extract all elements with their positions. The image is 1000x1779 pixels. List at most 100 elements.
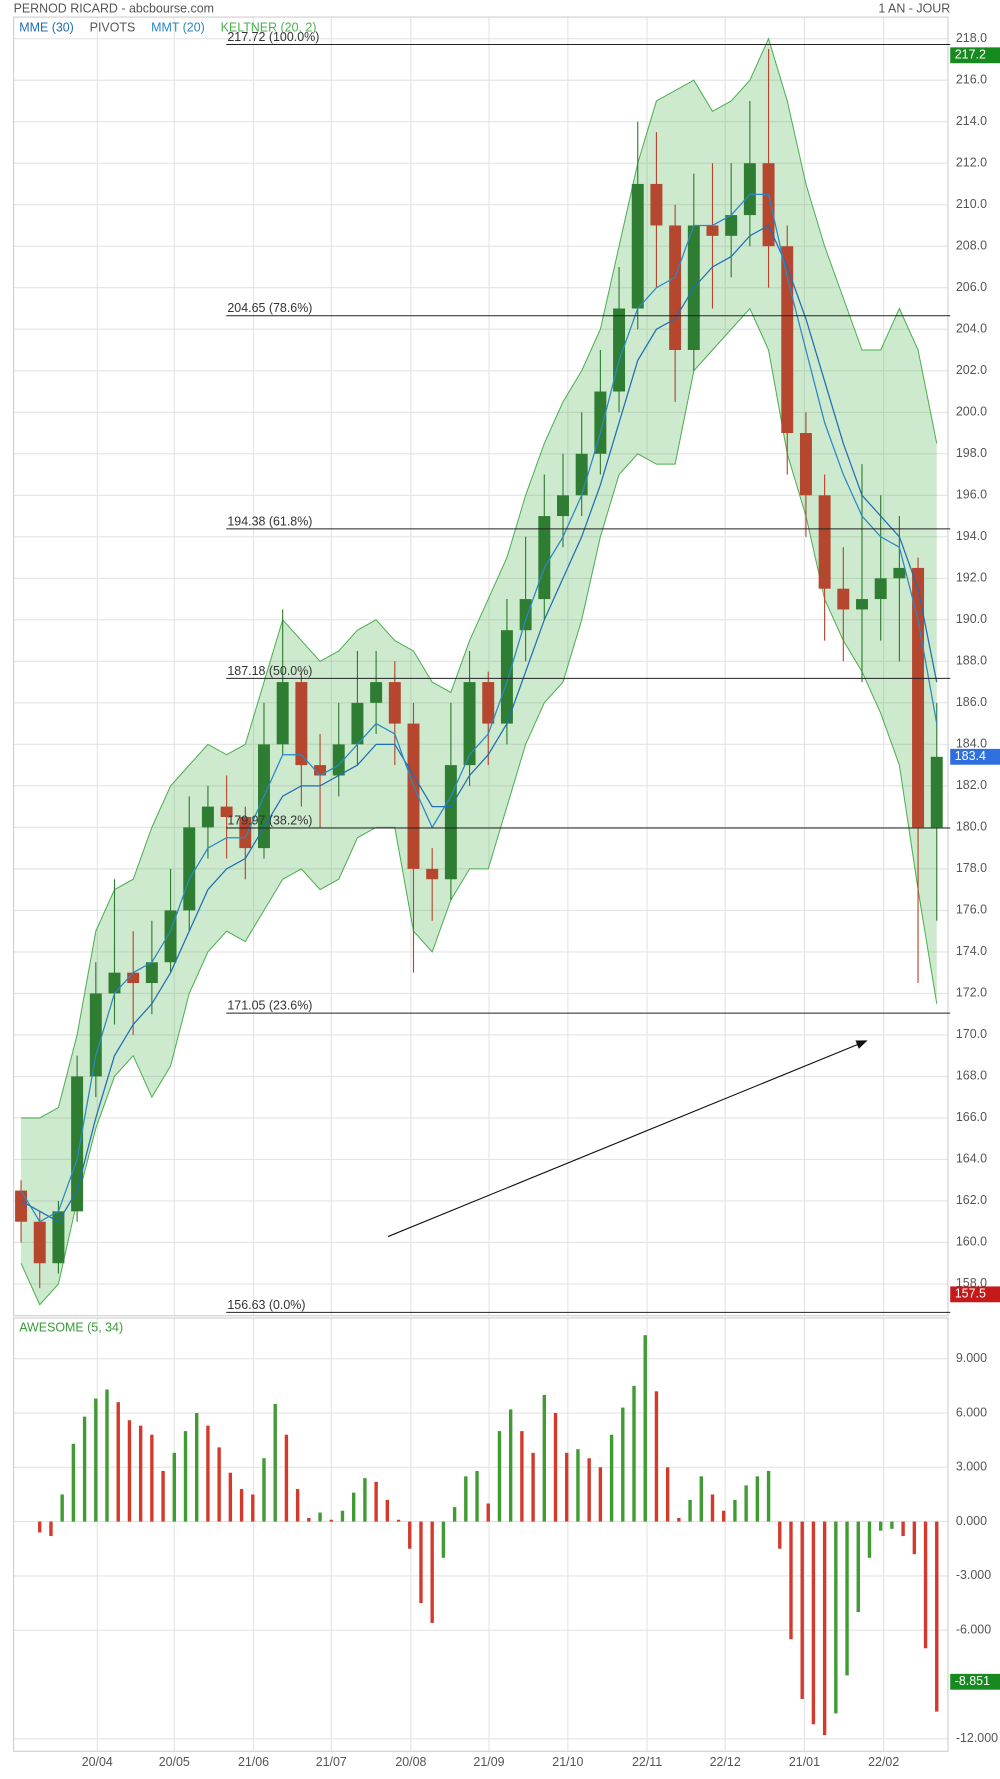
keltner-lower <box>20 307 938 1306</box>
oscillator-bar <box>576 1449 580 1522</box>
y-tick-label: 3.000 <box>956 1460 987 1474</box>
oscillator-bar <box>744 1485 748 1522</box>
moving-average <box>20 193 938 1223</box>
oscillator-bar <box>935 1521 939 1712</box>
oscillator-bar <box>497 1431 502 1522</box>
oscillator-bar <box>71 1443 76 1522</box>
oscillator-bar <box>654 1391 659 1522</box>
candle-body <box>650 183 663 226</box>
legend-entry: MME (30) <box>19 21 74 35</box>
y-tick-label: -3.000 <box>956 1568 991 1582</box>
candle-body <box>444 765 457 880</box>
oscillator-bar <box>452 1507 457 1522</box>
candle-body <box>482 682 495 724</box>
oscillator-bar <box>475 1470 479 1522</box>
candle-body <box>201 806 214 828</box>
value-badge-label: 157.5 <box>955 1287 986 1301</box>
x-tick-label: 20/04 <box>82 1755 113 1769</box>
oscillator-bar <box>733 1499 737 1522</box>
candle-body <box>108 972 121 994</box>
x-tick-label: 22/11 <box>632 1755 662 1769</box>
y-tick-label: 170.0 <box>956 1027 987 1041</box>
candle-body <box>71 1076 84 1212</box>
y-tick-label: 178.0 <box>956 861 987 875</box>
candle-body <box>781 246 794 434</box>
oscillator-bar <box>901 1521 905 1537</box>
y-tick-label: 198.0 <box>956 446 987 460</box>
candle-body <box>463 682 476 766</box>
candle-body <box>500 630 513 724</box>
y-tick-label: 174.0 <box>956 944 987 958</box>
oscillator-bar <box>217 1447 221 1522</box>
oscillator-bar <box>351 1492 356 1522</box>
candle-body <box>127 972 140 984</box>
oscillator-bar <box>195 1413 199 1522</box>
oscillator-bar <box>385 1499 390 1522</box>
oscillator-bar <box>430 1521 434 1623</box>
candle-body <box>575 453 588 496</box>
candle-body <box>594 391 607 454</box>
oscillator-bar <box>38 1521 42 1533</box>
x-tick-label: 21/06 <box>238 1755 269 1769</box>
oscillator-bar <box>621 1407 625 1522</box>
x-tick-label: 21/01 <box>789 1755 820 1769</box>
oscillator-bar <box>508 1409 513 1522</box>
candle-body <box>370 682 383 703</box>
y-tick-label: 194.0 <box>956 529 987 543</box>
oscillator-bar <box>363 1478 367 1522</box>
oscillator-bar <box>867 1521 872 1558</box>
oscillator-bar <box>49 1521 53 1537</box>
oscillator-bar <box>531 1452 535 1522</box>
pivot-label: 187.18 (50.0%) <box>227 664 312 678</box>
candle-body <box>52 1211 65 1264</box>
trend-arrow <box>387 1040 868 1238</box>
oscillator-bar <box>845 1521 849 1676</box>
oscillator-bar <box>699 1476 703 1522</box>
oscillator-bar <box>643 1335 647 1522</box>
candle-body <box>388 682 401 724</box>
oscillator-bar <box>262 1458 266 1522</box>
keltner-band <box>21 38 937 1305</box>
y-tick-label: 172.0 <box>956 986 987 1000</box>
y-tick-label: -12.000 <box>956 1731 998 1745</box>
y-tick-label: 186.0 <box>956 695 987 709</box>
oscillator-bar <box>150 1434 154 1522</box>
x-tick-label: 21/07 <box>316 1755 347 1769</box>
chart-subtitle: 1 AN - JOUR <box>878 1 950 15</box>
oscillator-bar <box>374 1481 378 1522</box>
y-tick-label: 212.0 <box>956 155 987 169</box>
oscillator-bar <box>329 1519 333 1522</box>
y-tick-label: 202.0 <box>956 363 987 377</box>
value-badge <box>950 1673 1000 1690</box>
oscillator-bar <box>912 1521 917 1555</box>
candle-body <box>351 702 364 745</box>
oscillator-bar <box>419 1521 423 1604</box>
oscillator-bar <box>116 1402 120 1522</box>
candle-body <box>15 1190 28 1222</box>
y-tick-label: -6.000 <box>956 1622 991 1636</box>
value-badge-label: -8.851 <box>955 1674 990 1688</box>
candle-body <box>762 163 775 247</box>
plot <box>15 37 943 1736</box>
oscillator-bar <box>172 1452 176 1522</box>
candle-body <box>332 744 345 776</box>
pivot-label: 156.63 (0.0%) <box>227 1298 305 1312</box>
y-tick-label: 206.0 <box>956 280 987 294</box>
oscillator-bar <box>565 1452 569 1522</box>
oscillator-bar <box>239 1489 244 1522</box>
x-tick-label: 21/09 <box>473 1755 504 1769</box>
candle-body <box>799 433 812 496</box>
y-tick-label: 184.0 <box>956 737 987 751</box>
y-tick-label: 0.000 <box>956 1514 987 1528</box>
oscillator-bar <box>408 1521 412 1549</box>
oscillator-bar <box>396 1519 401 1522</box>
oscillator-bar <box>251 1494 255 1522</box>
oscillator-bar <box>183 1431 188 1522</box>
oscillator-bar <box>923 1521 928 1649</box>
candle-body <box>276 682 289 745</box>
candle-body <box>164 910 177 963</box>
value-badge <box>950 1286 1000 1303</box>
value-badge <box>950 47 1000 64</box>
oscillator-bar <box>520 1431 524 1522</box>
